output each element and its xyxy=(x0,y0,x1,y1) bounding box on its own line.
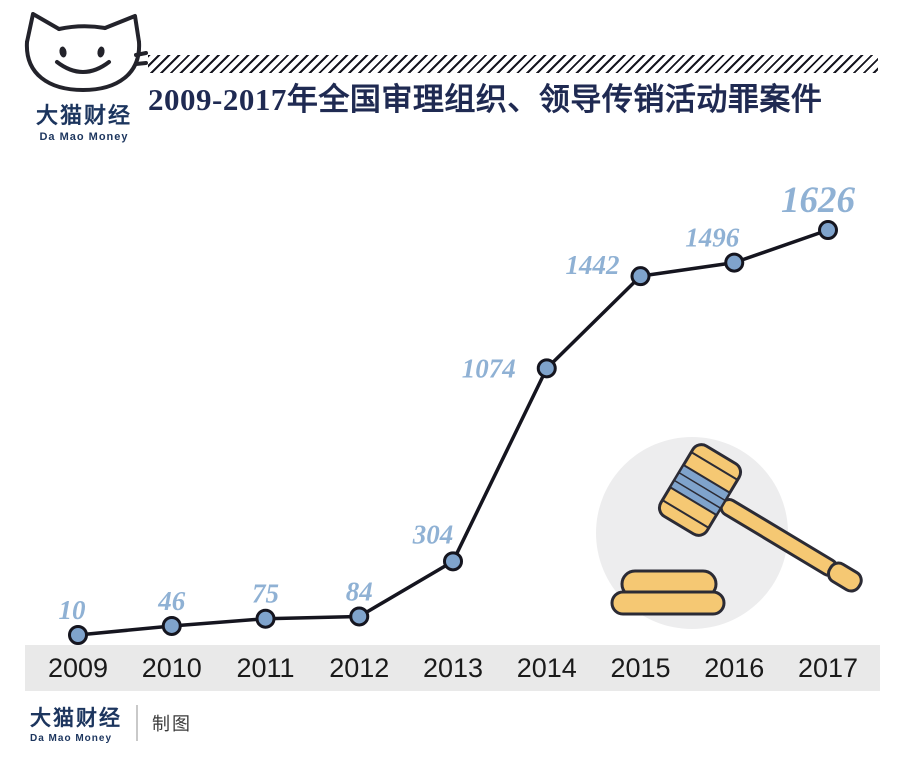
value-label-2010: 46 xyxy=(157,586,186,616)
data-point-2009 xyxy=(68,625,88,645)
value-label-2011: 75 xyxy=(252,579,279,609)
footer-divider xyxy=(136,705,138,741)
brand-logo: 大猫财经 Da Mao Money xyxy=(18,8,150,143)
x-axis-label-2010: 2010 xyxy=(141,653,202,683)
gavel-handle-grip xyxy=(826,561,863,593)
gavel-band-line-2 xyxy=(673,479,721,509)
cat-whisker-1 xyxy=(134,51,148,57)
data-point-2016 xyxy=(724,252,745,273)
cat-logo-icon xyxy=(24,12,148,92)
cat-whisker-2 xyxy=(134,61,148,66)
x-axis-label-2014: 2014 xyxy=(516,653,577,683)
gavel-head-band xyxy=(668,463,732,517)
gavel-ring-top xyxy=(690,451,739,481)
x-axis-label-2013: 2013 xyxy=(422,653,484,683)
value-label-2013: 304 xyxy=(412,519,454,549)
cat-left-ear xyxy=(25,12,61,44)
line-chart: 10 46 75 84 304 1074 1442 1496 1626 xyxy=(59,180,856,645)
footer-credit: 制图 xyxy=(152,714,192,734)
value-label-2015: 1442 xyxy=(566,250,620,280)
data-point-2013 xyxy=(443,551,463,572)
x-axis-label-2009: 2009 xyxy=(47,653,109,683)
page-title: 2009-2017年全国审理组织、领导传销活动罪案件 xyxy=(148,82,823,117)
cat-head-top xyxy=(57,24,107,31)
cat-right-ear xyxy=(103,14,141,44)
x-axis: 2009 2010 2011 2012 2013 2014 2015 2016 2017 xyxy=(25,645,880,691)
x-axis-label-2011: 2011 xyxy=(236,653,295,683)
value-label-2017: 1626 xyxy=(781,180,856,221)
title-stripe-band xyxy=(148,55,878,73)
x-axis-label-2015: 2015 xyxy=(610,653,671,683)
x-axis-label-2017: 2017 xyxy=(797,653,859,683)
footer: 大猫财经 Da Mao Money 制图 xyxy=(30,702,192,744)
data-point-2010 xyxy=(161,615,182,636)
gavel-ring-bottom xyxy=(661,499,710,529)
footer-brand-name-en: Da Mao Money xyxy=(30,733,113,744)
cat-left-eye xyxy=(59,46,67,58)
footer-brand: 大猫财经 Da Mao Money xyxy=(30,702,122,744)
gavel-sound-block xyxy=(610,569,726,616)
value-label-2012: 84 xyxy=(346,576,373,606)
cat-smile xyxy=(55,60,111,74)
value-label-2016: 1496 xyxy=(685,223,740,253)
brand-name: 大猫财经 xyxy=(35,103,132,128)
x-axis-label-2012: 2012 xyxy=(329,653,390,683)
x-axis-label-2016: 2016 xyxy=(704,653,765,683)
footer-brand-name: 大猫财经 xyxy=(30,707,122,730)
trend-line xyxy=(77,228,829,637)
brand-name-en: Da Mao Money xyxy=(39,131,129,143)
data-point-2011 xyxy=(255,608,276,629)
data-point-2017 xyxy=(818,220,838,241)
cat-right-eye xyxy=(97,46,105,58)
gavel-band-line-1 xyxy=(678,472,726,502)
data-point-2015 xyxy=(630,266,651,287)
data-point-2012 xyxy=(349,606,370,627)
cat-head-outline xyxy=(24,40,142,92)
data-point-2014 xyxy=(536,358,557,379)
value-label-2014: 1074 xyxy=(462,353,516,383)
gavel-illustration xyxy=(596,437,863,629)
value-label-2009: 10 xyxy=(59,595,87,625)
